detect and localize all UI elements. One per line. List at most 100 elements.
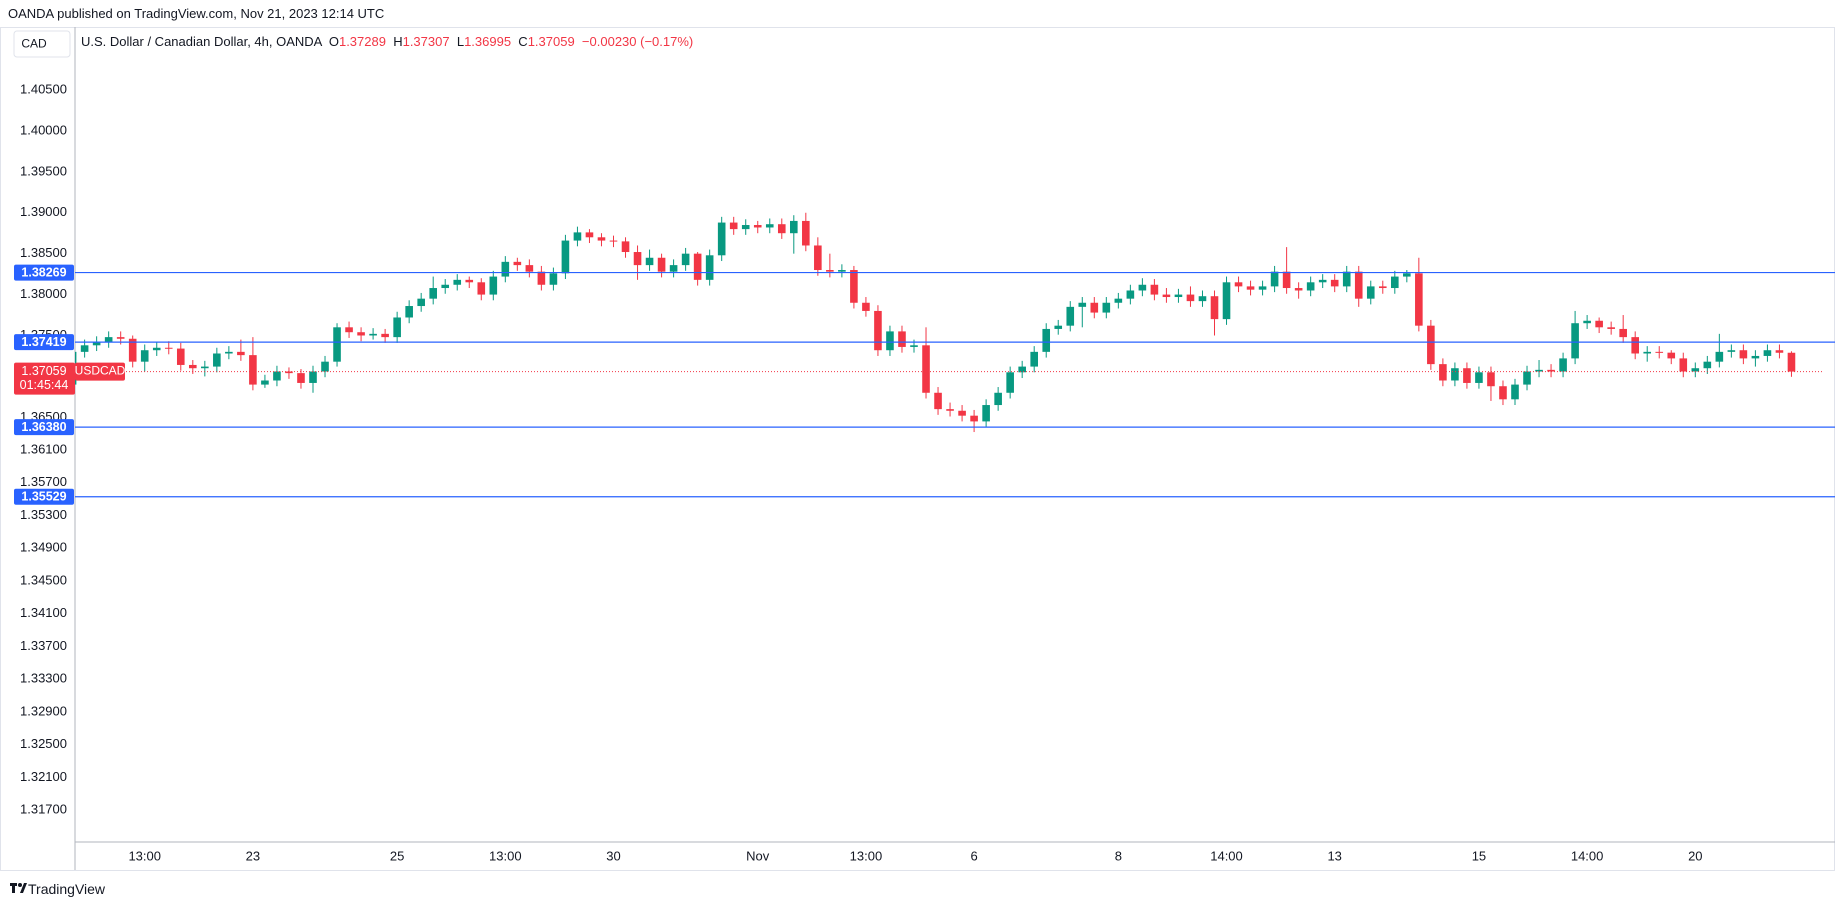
candle-body (1150, 284, 1159, 295)
candle-body (1018, 366, 1026, 373)
candle-body (152, 347, 161, 351)
candle-body (116, 337, 125, 339)
close: 1.37059 (527, 34, 575, 49)
candle-body (1342, 271, 1351, 287)
candle-body (790, 220, 798, 234)
candle-body (669, 265, 678, 272)
candle-body (1595, 320, 1603, 328)
candle-body (1475, 372, 1483, 383)
candle-body (934, 392, 942, 410)
candle-body (297, 373, 305, 383)
candle-body (1751, 355, 1760, 359)
y-tick-label: 1.38500 (20, 245, 67, 260)
level-label-box (14, 488, 74, 505)
y-tick-label: 1.40000 (20, 122, 67, 137)
symbol-box (75, 362, 125, 381)
candle-body (753, 225, 762, 228)
c-letter: C (518, 34, 528, 49)
x-tick-label: 13:00 (489, 848, 522, 863)
y-tick-label: 1.36100 (20, 441, 67, 456)
candle-body (1535, 369, 1543, 372)
y-axis: 1.40500 1.40000 1.39500 1.39000 1.38500 1.380… (20, 81, 67, 816)
candle-body (1354, 271, 1363, 299)
candle-body (321, 361, 329, 372)
x-tick-label: 8 (1115, 848, 1122, 863)
candle-body (164, 347, 173, 349)
candle-body (1775, 350, 1784, 353)
level-label-box (14, 264, 74, 281)
candle-body (92, 342, 101, 346)
candle-body (1631, 337, 1639, 354)
candle-body (80, 345, 89, 352)
candle-body (1703, 361, 1712, 369)
header: OANDA published on TradingView.com, Nov … (8, 6, 385, 21)
candle-body (1030, 351, 1038, 367)
candle-body (1174, 294, 1183, 298)
candle-body (381, 333, 389, 338)
candle-body (729, 222, 738, 230)
candle-body (1403, 273, 1411, 277)
candle-body (946, 409, 954, 411)
y-tick-label: 1.35300 (20, 507, 67, 522)
candle-body (645, 257, 654, 266)
candle-body (1282, 271, 1291, 289)
candle-body (573, 232, 582, 241)
candle-body (1090, 302, 1099, 313)
x-tick-label: 20 (1688, 848, 1702, 863)
x-tick-label: 14:00 (1571, 848, 1604, 863)
candle-body (765, 224, 774, 228)
candle-body (1126, 290, 1135, 299)
candle-body (1114, 298, 1123, 303)
x-tick-label: Nov (746, 848, 770, 863)
candle-body (273, 371, 281, 381)
candle-body (1487, 372, 1495, 387)
x-tick-label: 13:00 (128, 848, 161, 863)
level-label-box (14, 334, 74, 351)
candle-body (1451, 368, 1459, 381)
candle-body (369, 333, 377, 336)
candle-body (741, 225, 750, 230)
candle-body (826, 270, 834, 272)
candles (75, 212, 1796, 433)
candle-body (176, 348, 185, 365)
candle-body (1739, 350, 1748, 359)
candle-body (1607, 327, 1615, 329)
candle-body (1162, 294, 1171, 298)
candle-body (1270, 271, 1279, 287)
candle-body (213, 353, 221, 367)
currency-box[interactable] (13, 30, 71, 58)
candle-body (1138, 284, 1147, 291)
candle-body (1378, 286, 1387, 289)
candle-body (1715, 351, 1724, 362)
candle-body (1198, 296, 1207, 302)
candle-body (1294, 288, 1303, 291)
candle-body (1463, 368, 1471, 383)
level-label: 1.38269 (21, 265, 66, 279)
candle-body (1499, 386, 1507, 400)
candle-body (1655, 351, 1664, 353)
candle-body (1559, 358, 1567, 372)
candle-body (1210, 296, 1219, 320)
candle-body (1523, 371, 1531, 385)
candle-body (453, 279, 462, 285)
candle-body (1763, 350, 1772, 356)
candle-body (970, 415, 978, 422)
candle-body (1679, 358, 1688, 372)
candle-body (838, 270, 846, 272)
candle-body (681, 253, 690, 266)
candle-body (958, 410, 966, 416)
y-tick-label: 1.33300 (20, 671, 67, 686)
candle-body (1006, 372, 1014, 393)
candle-body (128, 338, 137, 362)
candle-body (333, 327, 341, 362)
candle-body (1427, 325, 1435, 365)
level-label: 1.37419 (21, 335, 66, 349)
candle-body (285, 371, 293, 374)
y-tick-label: 1.40500 (20, 81, 67, 96)
y-tick-label: 1.39500 (20, 163, 67, 178)
candle-body (994, 392, 1002, 406)
y-tick-label: 1.34500 (20, 572, 67, 587)
last-price-box (14, 362, 75, 395)
